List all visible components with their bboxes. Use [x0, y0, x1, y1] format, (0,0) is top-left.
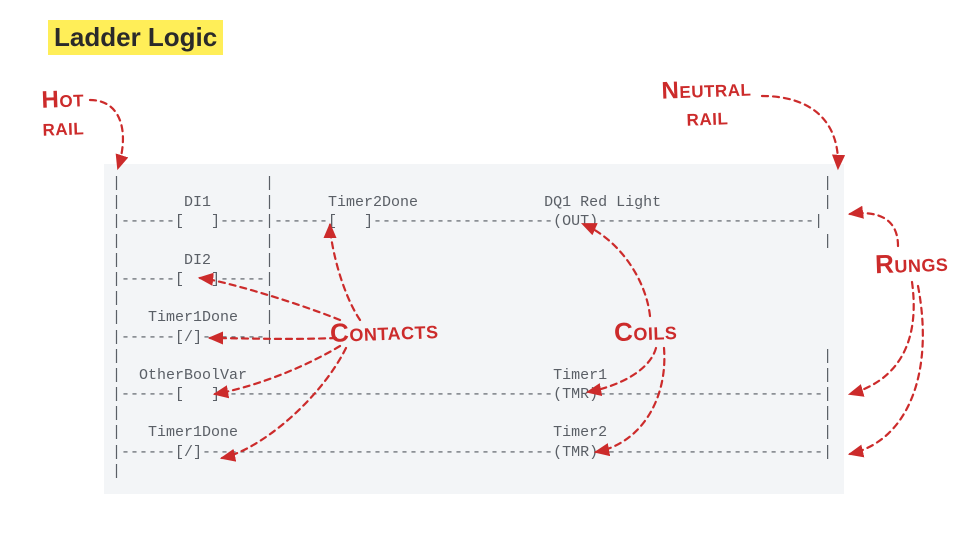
ladder-code-block: | | | | DI1 | Timer2Done DQ1 Red Light |…: [104, 164, 844, 494]
annotation-hot-rail: Hot rail: [41, 85, 85, 142]
annotation-contacts: Contacts: [329, 314, 438, 349]
annotation-neutral-rail: Neutral rail: [661, 74, 753, 132]
page-title: Ladder Logic: [48, 20, 223, 55]
annotation-rungs: Rungs: [874, 247, 948, 281]
annotation-coils: Coils: [613, 315, 677, 348]
